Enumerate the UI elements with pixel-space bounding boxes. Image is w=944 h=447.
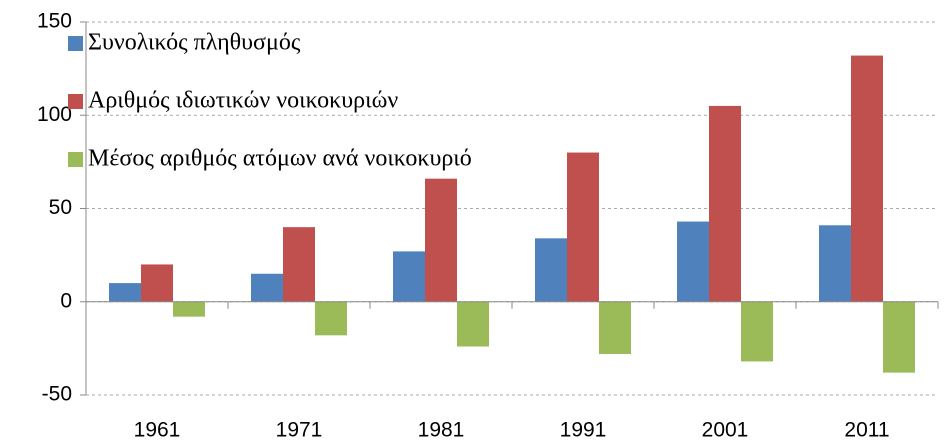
y-tick-label: 0: [60, 289, 72, 312]
bar: [851, 55, 883, 302]
legend-text: Μέσος αριθμός ατόμων ανά νοικοκυριό: [88, 146, 472, 172]
legend-marker: [68, 36, 83, 51]
bar: [251, 273, 283, 302]
x-tick-label: 1971: [276, 419, 323, 442]
x-tick-label: 2011: [844, 419, 889, 442]
bar: [535, 238, 567, 302]
bar: [567, 152, 599, 302]
y-tick-label: 100: [37, 103, 72, 126]
bar: [457, 301, 489, 347]
legend-marker: [68, 152, 83, 167]
x-tick-label: 1991: [560, 419, 607, 442]
legend-text: Αριθμός ιδιωτικών νοικοκυριών: [88, 88, 398, 114]
bar: [109, 283, 141, 302]
bar: [141, 264, 173, 302]
legend-text: Συνολικός πληθυσμός: [88, 30, 301, 56]
bar: [883, 301, 915, 373]
y-tick-label: 150: [37, 10, 72, 33]
bar: [425, 178, 457, 302]
bar: [315, 301, 347, 336]
y-tick-label: 50: [49, 196, 72, 219]
bar: [741, 301, 773, 362]
bar: [599, 301, 631, 354]
bar: [283, 227, 315, 302]
x-tick-label: 2001: [702, 419, 749, 442]
y-tick-label: -50: [42, 383, 72, 406]
legend-marker: [68, 94, 83, 109]
bar: [173, 301, 205, 317]
bar: [819, 225, 851, 302]
x-tick-label: 1981: [418, 419, 465, 442]
bar: [709, 105, 741, 302]
bar: [677, 221, 709, 302]
x-tick-label: 1961: [134, 419, 181, 442]
bar: [393, 251, 425, 302]
